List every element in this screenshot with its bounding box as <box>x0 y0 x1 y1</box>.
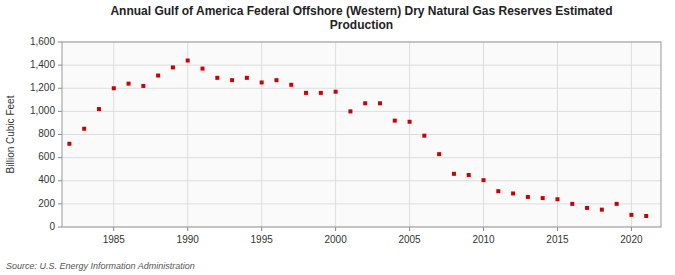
point <box>393 119 397 123</box>
point <box>422 134 426 138</box>
point <box>600 208 604 212</box>
tick-y <box>58 42 62 43</box>
point <box>496 189 500 193</box>
grid-line-x <box>631 42 632 227</box>
point <box>67 142 71 146</box>
point <box>230 78 234 82</box>
plot-area <box>62 42 661 227</box>
point <box>555 197 559 201</box>
grid-line-y <box>62 111 661 112</box>
point <box>260 80 264 84</box>
tick-label-y: 1,000 <box>30 105 55 116</box>
point <box>334 90 338 94</box>
point <box>541 196 545 200</box>
title: Annual Gulf of America Federal Offshore … <box>110 4 612 32</box>
plot-frame <box>62 42 661 227</box>
tick-x <box>631 227 632 231</box>
grid-line-x <box>335 42 336 227</box>
point <box>201 67 205 71</box>
point <box>378 101 382 105</box>
grid-line-x <box>113 42 114 227</box>
tick-y <box>58 88 62 89</box>
point <box>186 59 190 63</box>
point <box>585 206 589 210</box>
tick-x <box>483 227 484 231</box>
point <box>156 74 160 78</box>
tick-label-y: 200 <box>38 198 55 209</box>
point <box>274 78 278 82</box>
tick-label-x: 2005 <box>398 234 421 245</box>
tick-x <box>113 227 114 231</box>
tick-x <box>557 227 558 231</box>
point <box>644 214 648 218</box>
point <box>97 107 101 111</box>
tick-x <box>261 227 262 231</box>
point <box>304 91 308 95</box>
axes: 0 200 400 600 800 1,000 1,200 1,400 1,600 1985 199… <box>30 36 661 245</box>
point <box>141 84 145 88</box>
grid <box>62 42 661 227</box>
point <box>171 65 175 69</box>
tick-label-y: 400 <box>38 174 55 185</box>
point <box>112 86 116 90</box>
tick-y <box>58 111 62 112</box>
tick-label-y: 1,200 <box>30 82 55 93</box>
grid-line-y <box>62 180 661 181</box>
tick-y <box>58 157 62 158</box>
points <box>67 59 648 219</box>
point <box>526 195 530 199</box>
y-axis-label: Billion Cubic Feet <box>5 95 16 173</box>
tick-label-y: 1,400 <box>30 59 55 70</box>
point <box>245 76 249 80</box>
grid-line-y <box>62 65 661 66</box>
point <box>127 82 131 86</box>
tick-label-x: 1990 <box>177 234 200 245</box>
tick-x <box>409 227 410 231</box>
point <box>615 202 619 206</box>
grid-line-x <box>483 42 484 227</box>
point <box>363 101 367 105</box>
tick-label-y: 800 <box>38 128 55 139</box>
point <box>215 76 219 80</box>
tick-label-y: 0 <box>49 221 55 232</box>
point <box>511 191 515 195</box>
point <box>629 213 633 217</box>
tick-y <box>58 134 62 135</box>
tick-y <box>58 180 62 181</box>
tick-label-y: 1,600 <box>30 36 55 47</box>
tick-label-x: 2020 <box>620 234 643 245</box>
tick-y <box>58 65 62 66</box>
point <box>570 202 574 206</box>
tick-label-x: 1985 <box>103 234 126 245</box>
grid-line-y <box>62 157 661 158</box>
grid-line-x <box>409 42 410 227</box>
grid-line-y <box>62 134 661 135</box>
point <box>319 91 323 95</box>
annotation: Source: U.S. Energy Information Administ… <box>6 261 195 271</box>
title-line: Annual Gulf of America Federal Offshore … <box>110 4 612 18</box>
tick-x <box>187 227 188 231</box>
title-line: Production <box>330 18 393 32</box>
point <box>437 152 441 156</box>
tick-label-x: 2015 <box>546 234 569 245</box>
tick-label-x: 1995 <box>251 234 274 245</box>
tick-y <box>58 227 62 228</box>
tick-label-x: 2000 <box>324 234 347 245</box>
tick-label-y: 600 <box>38 151 55 162</box>
point <box>467 173 471 177</box>
grid-line-x <box>261 42 262 227</box>
point <box>482 178 486 182</box>
point <box>408 120 412 124</box>
point <box>289 83 293 87</box>
tick-y <box>58 203 62 204</box>
chart: 0 200 400 600 800 1,000 1,200 1,400 1,600 1985 199… <box>0 0 675 275</box>
point <box>452 172 456 176</box>
tick-label-x: 2010 <box>472 234 495 245</box>
grid-line-x <box>187 42 188 227</box>
point <box>348 109 352 113</box>
point <box>82 127 86 131</box>
grid-line-y <box>62 88 661 89</box>
tick-x <box>335 227 336 231</box>
